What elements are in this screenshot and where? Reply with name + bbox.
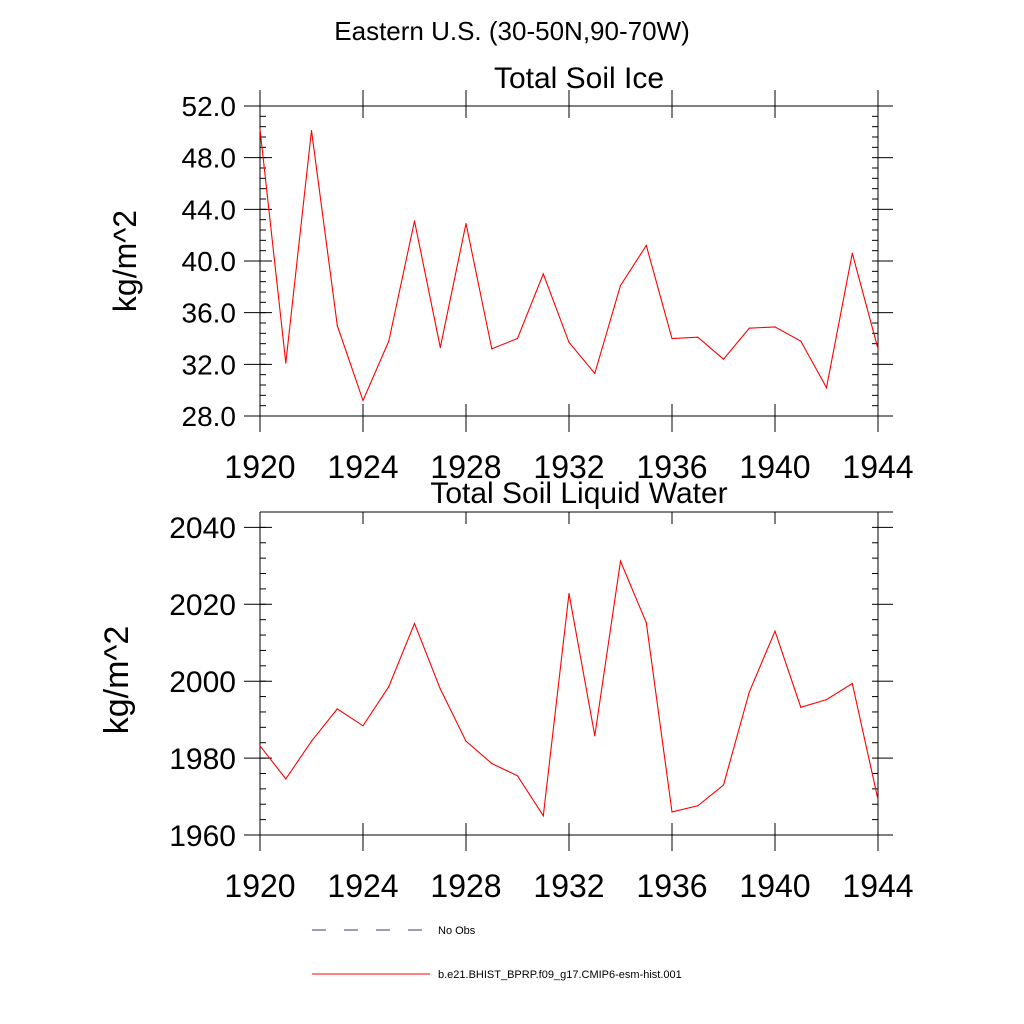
data-point (645, 244, 647, 247)
y-tick-label: 28.0 (182, 401, 237, 432)
y-tick-label: 2020 (169, 589, 236, 622)
legend-label: b.e21.BHIST_BPRP.f09_g17.CMIP6-esm-hist.… (438, 969, 682, 981)
data-point (594, 735, 596, 737)
data-point (465, 222, 467, 225)
y-tick-label: 36.0 (182, 298, 237, 329)
y-tick-label: 1960 (169, 820, 236, 853)
data-point (259, 128, 261, 130)
data-point (439, 688, 441, 690)
figure-title: Eastern U.S. (30-50N,90-70W) (334, 16, 690, 46)
y-axis-label: kg/m^2 (98, 626, 136, 735)
data-point (285, 778, 287, 780)
data-point (491, 348, 493, 350)
data-point (542, 273, 544, 275)
data-point (800, 706, 802, 708)
y-tick-label: 2000 (169, 666, 236, 699)
data-point (619, 284, 622, 287)
panel-title: Total Soil Ice (494, 62, 664, 95)
data-point (851, 682, 853, 685)
data-point (491, 762, 493, 765)
panel-total-soil-liquid-water: Total Soil Liquid Water kg/m^2 1960 1980 200… (98, 477, 914, 904)
series-line (259, 559, 879, 818)
data-point (413, 622, 416, 625)
data-point (722, 784, 725, 786)
data-point (336, 324, 338, 327)
panel-total-soil-ice: Total Soil Ice kg/m^2 28.0 32.0 36.0 40.0 44.0… (107, 62, 914, 485)
x-tick-label: 1920 (224, 868, 295, 904)
x-tick-label: 1928 (430, 868, 501, 904)
data-point (362, 399, 364, 402)
data-point (568, 592, 570, 595)
data-point (645, 622, 647, 624)
data-point (877, 799, 879, 801)
x-tick-label: 1936 (636, 449, 707, 485)
data-point (774, 326, 776, 328)
y-tick-label: 48.0 (182, 143, 237, 174)
y-axis-label: kg/m^2 (107, 210, 143, 312)
legend-label: No Obs (438, 925, 476, 937)
data-point (310, 129, 313, 132)
data-point (825, 699, 828, 701)
y-tick-label: 44.0 (182, 194, 237, 225)
x-tick-label: 1940 (739, 868, 810, 904)
data-point (568, 341, 570, 343)
x-tick-label: 1924 (327, 868, 398, 904)
data-point (619, 560, 622, 562)
data-point (594, 372, 596, 374)
data-point (388, 340, 390, 342)
x-tick-label: 1920 (224, 449, 295, 485)
data-point (774, 630, 776, 632)
data-point (388, 685, 390, 688)
x-tick-label: 1932 (533, 868, 604, 904)
y-tick-label: 52.0 (182, 91, 237, 122)
x-tick-label: 1944 (842, 449, 913, 485)
data-point (336, 708, 338, 710)
data-point (516, 775, 519, 777)
data-point (671, 811, 673, 813)
data-point (748, 327, 750, 329)
data-point (671, 337, 673, 340)
data-point (465, 740, 467, 742)
y-tick-label: 2040 (169, 512, 236, 545)
legend: No Obs b.e21.BHIST_BPRP.f09_g17.CMIP6-esm… (312, 925, 682, 981)
data-point (310, 740, 313, 742)
y-tick-label: 40.0 (182, 246, 237, 277)
data-point (362, 725, 364, 727)
series-line (259, 129, 879, 403)
x-tick-label: 1936 (636, 868, 707, 904)
x-tick-label: 1924 (327, 449, 398, 485)
data-point (439, 346, 441, 349)
y-tick-label: 32.0 (182, 349, 237, 380)
data-point (542, 815, 544, 817)
data-point (851, 252, 853, 254)
data-point (722, 358, 725, 360)
x-tick-label: 1932 (533, 449, 604, 485)
data-point (697, 805, 699, 807)
x-tick-label: 1928 (430, 449, 501, 485)
y-tick-label: 1980 (169, 743, 236, 776)
data-point (285, 362, 287, 364)
data-point (259, 745, 261, 747)
data-point (825, 386, 828, 389)
data-point (413, 220, 416, 222)
x-tick-label: 1940 (739, 449, 810, 485)
data-point (877, 348, 879, 350)
data-point (697, 336, 699, 338)
panel-title: Total Soil Liquid Water (430, 477, 727, 510)
x-tick-label: 1944 (842, 868, 913, 904)
data-point (516, 337, 519, 340)
data-point (748, 691, 750, 693)
data-point (800, 340, 802, 342)
